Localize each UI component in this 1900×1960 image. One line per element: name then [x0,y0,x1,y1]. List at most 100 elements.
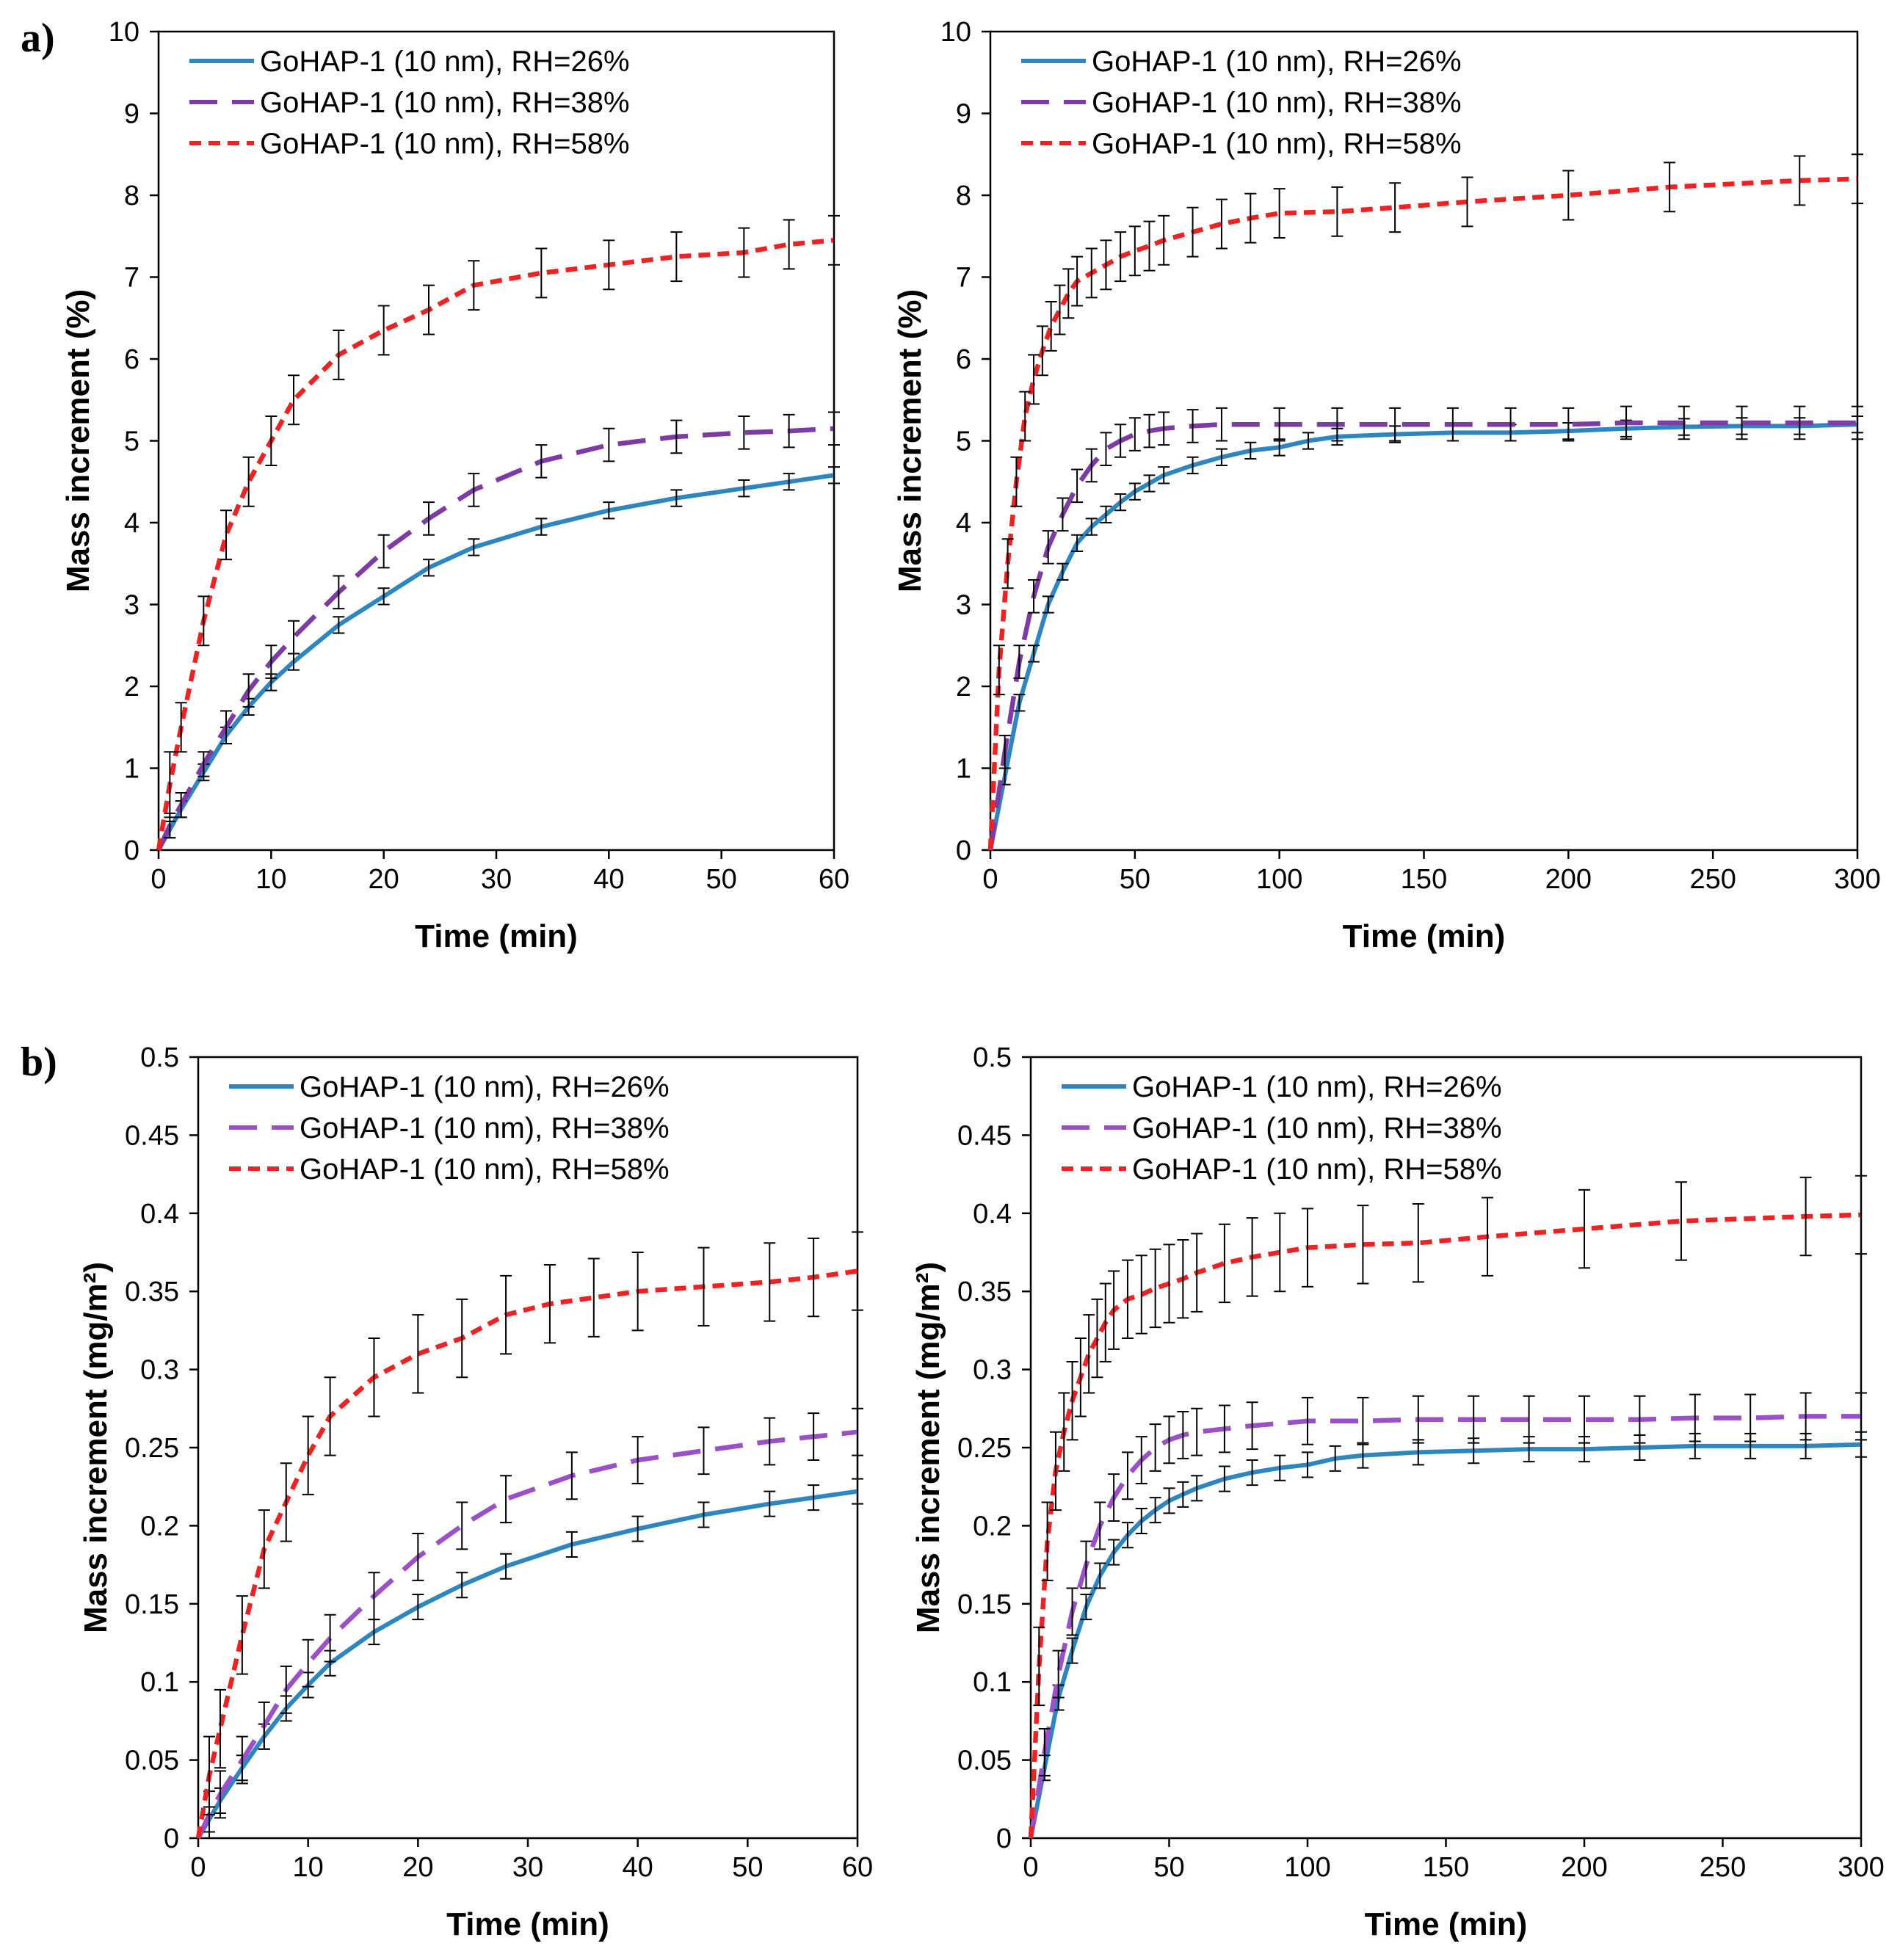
series-line [988,422,1858,851]
y-tick-label: 9 [956,99,971,130]
series-line [196,1429,858,1840]
legend-label: GoHAP-1 (10 nm), RH=58% [260,128,630,160]
series-1 [988,415,1863,851]
x-tick-label: 10 [255,864,286,895]
y-tick-label: 0.45 [125,1120,179,1151]
y-axis-label: Mass increment (%) [60,289,96,592]
x-tick-label: 20 [369,864,399,895]
x-tick-label: 10 [293,1852,324,1883]
y-tick-label: 2 [956,672,971,703]
chart-3: 0 10 20 30 40 50 60 0 0.05 0.1 0.15 0.2 0.25 0.3 0.35 0… [78,1042,873,1942]
legend-label: GoHAP-1 (10 nm), RH=26% [260,46,630,78]
panel-label-a: a) [21,15,55,61]
y-tick-label: 0.25 [125,1433,179,1464]
y-tick-label: 8 [124,181,139,211]
series-3 [195,1231,863,1839]
legend: GoHAP-1 (10 nm), RH=26% GoHAP-1 (10 nm), … [1062,1071,1502,1186]
series-line [156,473,835,852]
series-2 [196,1407,863,1840]
x-tick-label: 30 [512,1852,543,1883]
y-tick-label: 0.1 [140,1667,179,1698]
legend-label: GoHAP-1 (10 nm), RH=38% [300,1112,670,1144]
series-line [1029,1442,1862,1839]
x-tick-label: 300 [1838,1852,1884,1883]
series-line [987,420,1857,851]
x-tick-label: 60 [842,1852,873,1883]
x-tick-label: 150 [1401,864,1447,895]
y-tick-label: 1 [124,754,139,785]
x-tick-label: 100 [1284,1852,1330,1883]
legend-label: GoHAP-1 (10 nm), RH=38% [1092,87,1462,119]
legend-label: GoHAP-1 (10 nm), RH=26% [1092,46,1462,78]
y-tick-label: 0.5 [140,1042,179,1073]
x-axis-label: Time (min) [1343,918,1506,954]
series-1 [156,466,840,852]
y-tick-label: 0.05 [125,1746,179,1776]
y-tick-label: 7 [124,263,139,294]
x-tick-label: 150 [1423,1852,1469,1883]
x-axis-label: Time (min) [1365,1906,1528,1942]
y-tick-label: 0 [164,1823,179,1854]
y-axis-label: Mass increment (%) [892,289,928,592]
y-tick-label: 0.05 [957,1746,1012,1776]
series-line [1028,1414,1861,1839]
x-tick-label: 250 [1700,1852,1746,1883]
y-tick-label: 0.3 [140,1355,179,1386]
chart-4: 0 50 100 150 200 250 300 0 0.05 0.1 0.15 0.2 0.25 0.3… [910,1042,1885,1942]
y-tick-label: 8 [956,181,971,211]
y-tick-label: 0.35 [957,1277,1012,1307]
y-tick-label: 0.15 [125,1589,179,1620]
x-tick-label: 300 [1834,864,1880,895]
y-tick-label: 0.3 [973,1355,1012,1386]
series-3 [156,214,840,851]
y-tick-label: 0.2 [973,1511,1012,1542]
legend-label: GoHAP-1 (10 nm), RH=26% [1132,1071,1502,1103]
x-axis-label: Time (min) [415,918,578,954]
legend-label: GoHAP-1 (10 nm), RH=38% [1132,1112,1502,1144]
legend-label: GoHAP-1 (10 nm), RH=38% [260,87,630,119]
y-tick-label: 0 [956,835,971,866]
y-tick-label: 0 [124,835,139,866]
x-tick-label: 200 [1561,1852,1607,1883]
series-2 [156,411,840,852]
legend: GoHAP-1 (10 nm), RH=26% GoHAP-1 (10 nm), … [229,1071,670,1186]
y-tick-label: 0.5 [973,1042,1012,1073]
y-tick-label: 9 [124,99,139,130]
chart-2: 0 50 100 150 200 250 300 0 1 2 3 4 5 6 7 8 9 10 Time (min)… [892,17,1881,954]
y-tick-label: 0.15 [957,1589,1012,1620]
y-tick-label: 0.4 [140,1199,179,1230]
legend: GoHAP-1 (10 nm), RH=26% GoHAP-1 (10 nm), … [1021,46,1462,160]
x-tick-label: 60 [819,864,849,895]
series-line [1028,1212,1862,1839]
chart-1: 0 10 20 30 40 50 60 0 1 2 3 4 5 6 7 8 9 10 Time (min) Mass … [60,17,849,954]
y-tick-label: 5 [124,427,139,457]
x-tick-label: 40 [593,864,624,895]
panel-label-b: b) [21,1039,57,1085]
y-tick-label: 1 [956,754,971,785]
x-tick-label: 200 [1545,864,1592,895]
series-line [987,176,1858,851]
y-tick-label: 10 [940,17,971,48]
y-tick-label: 3 [956,590,971,621]
x-tick-label: 100 [1256,864,1302,895]
y-tick-label: 0.1 [973,1667,1012,1698]
series-3 [1028,1175,1867,1839]
y-tick-label: 0.25 [957,1433,1012,1464]
series-line [195,1268,858,1839]
series-line [156,426,835,852]
series-2 [1028,1392,1867,1839]
x-tick-label: 0 [190,1852,206,1883]
y-tick-label: 10 [109,17,139,48]
x-tick-label: 0 [151,864,166,895]
series-2 [987,405,1863,851]
x-tick-label: 50 [1153,1852,1184,1883]
series-line [156,238,835,851]
y-tick-label: 4 [956,508,971,539]
x-tick-label: 50 [732,1852,763,1883]
y-axis-label: Mass increment (mg/m²) [78,1262,114,1633]
x-tick-label: 0 [1023,1852,1038,1883]
series-3 [987,153,1863,851]
series-1 [1029,1431,1867,1839]
y-tick-label: 0 [996,1823,1012,1854]
